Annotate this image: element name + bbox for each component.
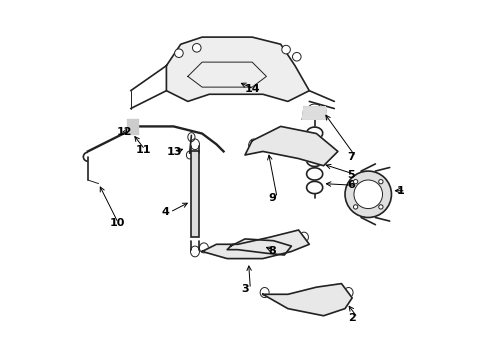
- Circle shape: [353, 205, 358, 209]
- Text: 8: 8: [268, 247, 276, 256]
- Circle shape: [193, 44, 201, 52]
- Circle shape: [293, 53, 301, 61]
- Polygon shape: [127, 119, 138, 134]
- Circle shape: [345, 171, 392, 217]
- Text: 7: 7: [347, 152, 355, 162]
- Text: 4: 4: [161, 207, 169, 217]
- Text: 14: 14: [245, 84, 261, 94]
- Circle shape: [379, 205, 383, 209]
- Polygon shape: [167, 37, 309, 102]
- Circle shape: [379, 180, 383, 184]
- Text: 9: 9: [268, 193, 276, 203]
- Polygon shape: [263, 284, 352, 316]
- Text: 1: 1: [397, 186, 405, 196]
- Polygon shape: [227, 239, 292, 255]
- Polygon shape: [245, 126, 338, 166]
- Text: 10: 10: [109, 218, 124, 228]
- Text: 12: 12: [117, 127, 132, 137]
- Circle shape: [174, 49, 183, 58]
- Polygon shape: [302, 107, 327, 119]
- Text: 5: 5: [347, 170, 354, 180]
- Circle shape: [353, 180, 358, 184]
- Text: 13: 13: [167, 147, 182, 157]
- Polygon shape: [202, 230, 309, 258]
- Text: 2: 2: [348, 312, 356, 323]
- Text: 11: 11: [136, 145, 151, 155]
- Text: 3: 3: [242, 284, 249, 294]
- Bar: [191, 152, 199, 237]
- Circle shape: [354, 180, 383, 208]
- Text: 6: 6: [347, 180, 355, 190]
- Circle shape: [282, 45, 291, 54]
